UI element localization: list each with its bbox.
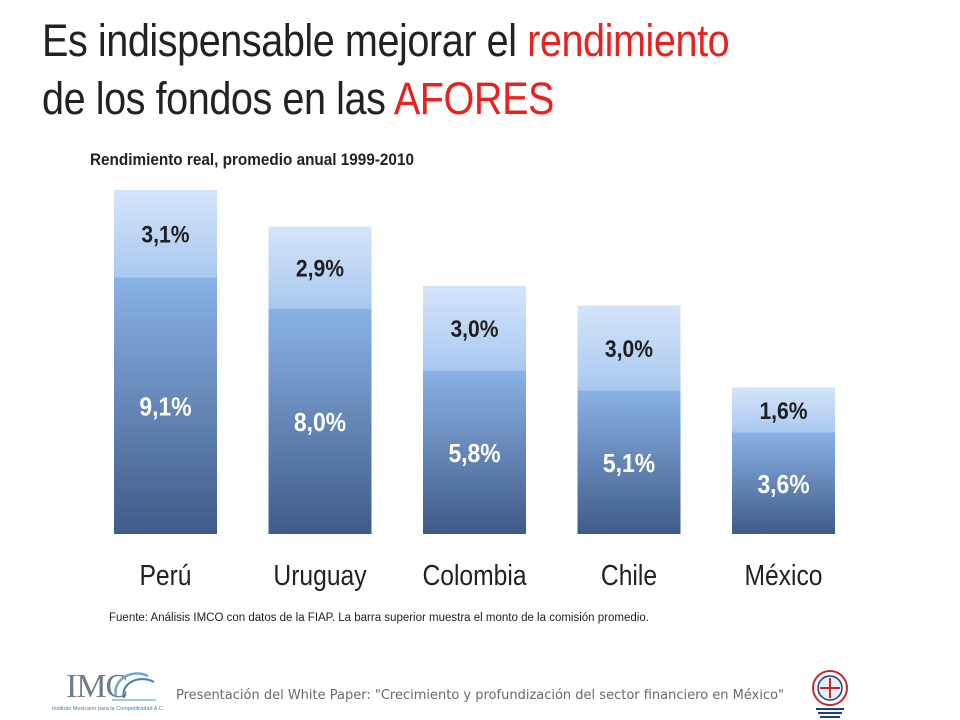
category-label-0: Perú: [139, 559, 191, 591]
category-label-1: Uruguay: [273, 559, 367, 591]
imco-swoosh-icon: [112, 672, 156, 701]
bar-bottom-3: [577, 390, 681, 534]
data-label-bottom-1: 8,0%: [294, 409, 346, 438]
bar-top-1: [268, 226, 372, 309]
data-label-bottom-2: 5,8%: [448, 440, 500, 469]
category-label-4: México: [744, 559, 822, 591]
category-label-3: Chile: [601, 559, 657, 591]
footer-text: Presentación del White Paper: "Crecimien…: [176, 688, 785, 703]
data-label-top-2: 3,0%: [450, 316, 498, 343]
data-label-bottom-0: 9,1%: [139, 393, 191, 422]
bars-group: [114, 190, 835, 534]
imco-logo-caption: Instituto Mexicano para la Competitivida…: [52, 706, 165, 712]
title-part-1: Es indispensable mejorar el: [42, 15, 528, 66]
category-label-2: Colombia: [422, 559, 526, 591]
title-part-2: de los fondos en las: [42, 73, 394, 124]
data-label-top-1: 2,9%: [296, 255, 344, 282]
stacked-bar-chart: 3,1% 9,1% Perú 2,9% 8,0% Uruguay 3,0% 5,8% Colom…: [114, 190, 835, 591]
imco-logo: IMC Instituto Mexicano para la Competiti…: [50, 664, 170, 720]
data-label-top-0: 3,1%: [141, 221, 189, 248]
labels-group: 3,1% 9,1% Perú 2,9% 8,0% Uruguay 3,0% 5,8% Colom…: [139, 221, 822, 591]
bar-bottom-0: [114, 277, 217, 534]
title-highlight-1: rendimiento: [527, 15, 730, 66]
bar-bottom-1: [268, 308, 372, 534]
data-label-top-3: 3,0%: [605, 336, 653, 363]
bar-top-4: [732, 387, 835, 433]
amcham-seal-icon: [812, 670, 848, 718]
imco-logo-text: IMC: [66, 668, 128, 705]
chart-title: Rendimiento real, promedio anual 1999-20…: [90, 150, 414, 169]
data-label-bottom-4: 3,6%: [757, 471, 809, 500]
title-highlight-2: AFORES: [393, 73, 555, 124]
slide-title: Es indispensable mejorar el rendimiento …: [42, 12, 834, 128]
bar-top-0: [114, 190, 217, 278]
source-note: Fuente: Análisis IMCO con datos de la FI…: [109, 612, 649, 624]
bar-bottom-2: [423, 370, 526, 534]
bar-top-2: [423, 285, 526, 371]
data-label-top-4: 1,6%: [759, 398, 807, 425]
bar-bottom-4: [732, 432, 835, 534]
data-label-bottom-3: 5,1%: [603, 450, 655, 479]
bar-top-3: [577, 305, 681, 391]
